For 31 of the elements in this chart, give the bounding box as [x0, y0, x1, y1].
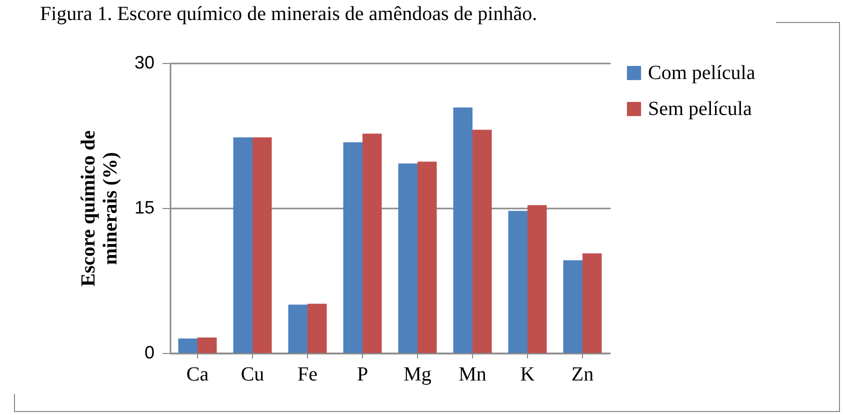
x-tick-label: K — [520, 364, 536, 386]
bar — [418, 162, 437, 353]
bar — [178, 338, 198, 353]
legend-label: Sem película — [648, 98, 752, 120]
bar — [582, 253, 602, 353]
x-tick-label: Cu — [240, 364, 264, 386]
x-tick-label: Ca — [186, 364, 209, 386]
y-tick-label: 0 — [144, 342, 154, 362]
bar — [362, 134, 382, 353]
y-axis-title: Escore químico de minerais (%) — [77, 130, 122, 287]
chart-title: Figura 1. Escore químico de minerais de amêndoas de pinhão. — [40, 3, 538, 25]
bar — [198, 338, 217, 353]
legend-label: Com película — [648, 62, 756, 84]
x-tick-label: Fe — [298, 364, 318, 386]
bar — [288, 304, 308, 353]
bar — [343, 142, 362, 353]
bar — [308, 304, 327, 353]
bar — [233, 137, 252, 353]
x-tick-label: Zn — [571, 364, 594, 386]
bar — [508, 210, 528, 353]
bar — [252, 137, 272, 353]
x-tick-label: Mg — [404, 364, 432, 386]
x-tick-label: Mn — [458, 364, 486, 386]
bar — [528, 205, 547, 353]
y-tick-label: 15 — [134, 198, 154, 218]
bar — [453, 107, 472, 353]
x-tick-label: P — [356, 364, 368, 386]
bar — [563, 260, 582, 353]
y-tick-label: 30 — [134, 52, 154, 72]
bar — [472, 130, 492, 353]
bar — [398, 164, 418, 353]
